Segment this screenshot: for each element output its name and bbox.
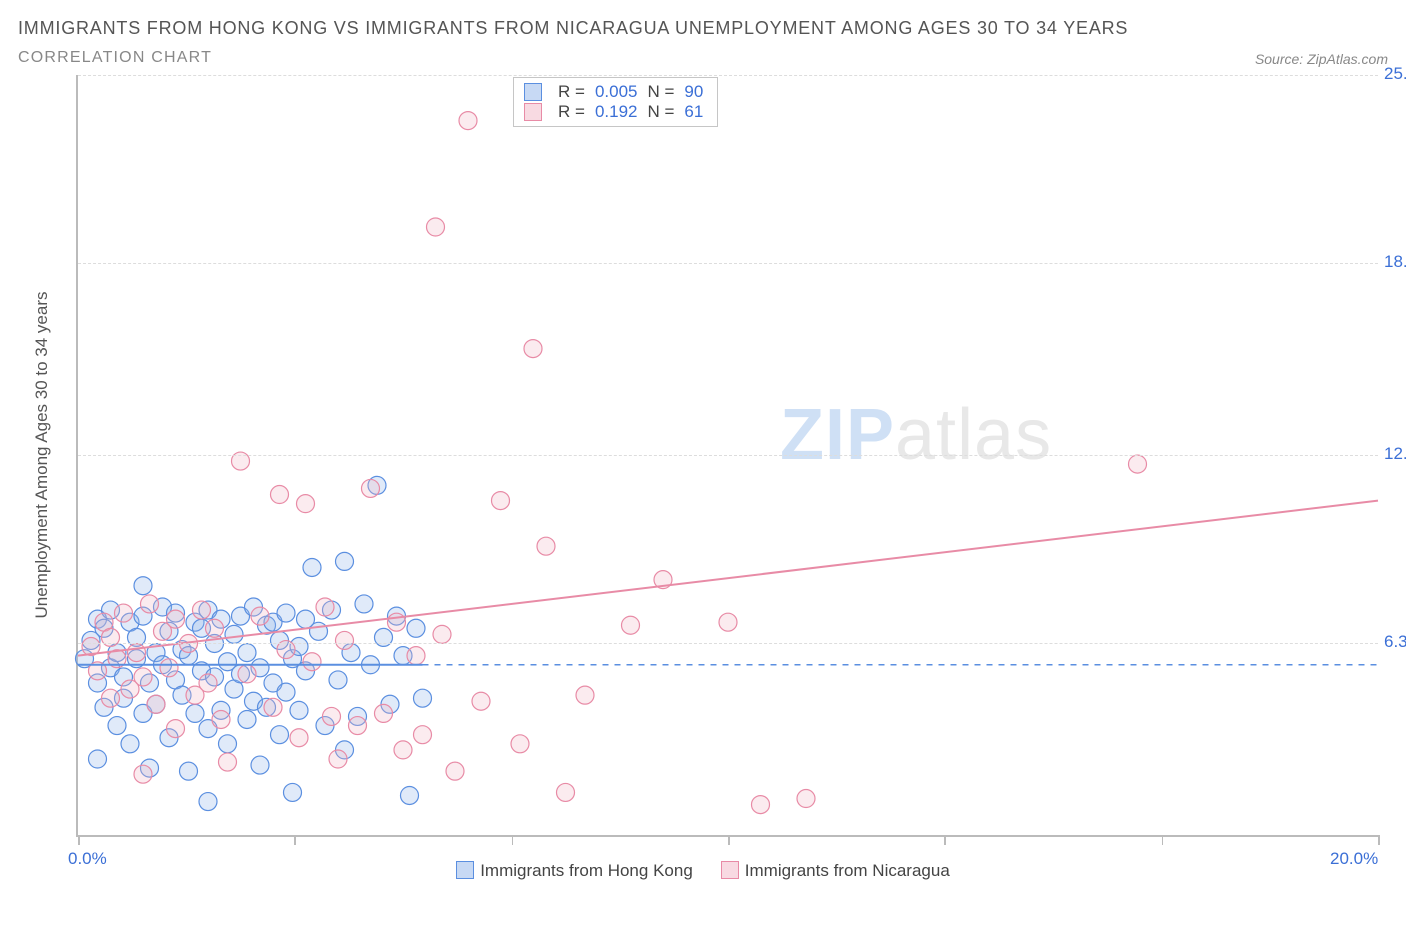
y-axis-title: Unemployment Among Ages 30 to 34 years bbox=[32, 292, 52, 619]
y-tick-label: 25.0% bbox=[1384, 64, 1406, 84]
chart-subtitle: CORRELATION CHART bbox=[18, 49, 212, 67]
swatch-icon bbox=[524, 83, 542, 101]
legend-item-ni: Immigrants from Nicaragua bbox=[721, 861, 950, 881]
x-tick-label: 0.0% bbox=[68, 849, 107, 869]
series-legend: Immigrants from Hong Kong Immigrants fro… bbox=[18, 861, 1388, 881]
correlation-chart: Unemployment Among Ages 30 to 34 years Z… bbox=[18, 75, 1388, 885]
legend-item-hk: Immigrants from Hong Kong bbox=[456, 861, 693, 881]
swatch-icon bbox=[456, 861, 474, 879]
stats-legend-row-ni: R = 0.192 N = 61 bbox=[524, 102, 703, 122]
swatch-icon bbox=[524, 103, 542, 121]
source-credit: Source: ZipAtlas.com bbox=[1255, 51, 1388, 67]
x-tick-label: 20.0% bbox=[1330, 849, 1378, 869]
plot-region: ZIPatlas bbox=[76, 75, 1378, 837]
y-tick-label: 18.8% bbox=[1384, 252, 1406, 272]
stats-legend-row-hk: R = 0.005 N = 90 bbox=[524, 82, 703, 102]
swatch-icon bbox=[721, 861, 739, 879]
stats-legend: R = 0.005 N = 90 R = 0.192 N = 61 bbox=[513, 77, 718, 127]
y-tick-label: 12.5% bbox=[1384, 444, 1406, 464]
page-title: IMMIGRANTS FROM HONG KONG VS IMMIGRANTS … bbox=[18, 18, 1388, 39]
y-tick-label: 6.3% bbox=[1384, 632, 1406, 652]
